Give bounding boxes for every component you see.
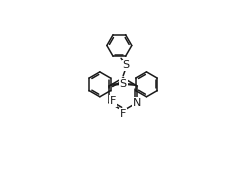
Text: S: S — [123, 60, 130, 70]
Text: F: F — [110, 96, 116, 106]
Text: N: N — [132, 98, 141, 107]
Text: F: F — [120, 109, 126, 119]
Text: S: S — [120, 79, 127, 89]
Text: S: S — [120, 79, 127, 89]
